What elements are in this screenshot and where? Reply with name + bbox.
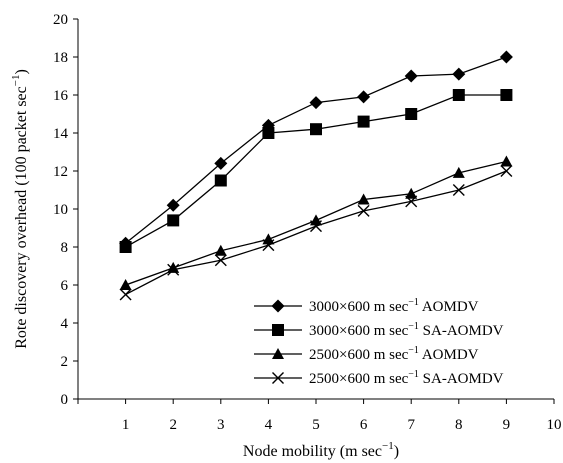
legend-item: 2500×600 m sec−1 SA-AOMDV	[254, 369, 504, 387]
data-point	[357, 90, 371, 104]
x-tick-label: 4	[265, 417, 273, 433]
series-3	[119, 155, 513, 290]
y-tick-label: 20	[53, 12, 68, 28]
legend-label: 2500×600 m sec−1 AOMDV	[309, 345, 479, 363]
data-point	[500, 165, 513, 177]
data-point	[167, 261, 180, 273]
y-tick-label: 8	[61, 240, 69, 256]
y-tick-label: 10	[53, 202, 68, 218]
data-point	[357, 204, 370, 217]
data-point	[310, 214, 322, 226]
data-point	[262, 239, 275, 252]
y-tick-label: 14	[53, 126, 69, 142]
data-point	[405, 187, 418, 199]
data-point	[500, 89, 513, 101]
legend-marker	[272, 372, 284, 384]
data-point	[119, 241, 132, 253]
data-point	[214, 244, 227, 256]
x-tick-label: 8	[455, 417, 463, 433]
data-point	[404, 69, 418, 83]
data-point	[214, 174, 227, 187]
x-tick-label: 6	[360, 417, 368, 433]
data-point	[166, 198, 180, 212]
data-point	[214, 156, 228, 170]
y-tick-label: 16	[53, 88, 69, 104]
y-tick-label: 18	[53, 50, 68, 66]
data-point	[452, 67, 466, 81]
y-tick-label: 2	[61, 354, 69, 370]
data-point	[405, 108, 418, 120]
series-layer	[119, 50, 513, 301]
legend-label: 2500×600 m sec−1 SA-AOMDV	[309, 369, 504, 387]
legend-item: 3000×600 m sec−1 SA-AOMDV	[254, 321, 504, 339]
x-tick-label: 3	[217, 417, 225, 433]
y-tick-label: 4	[61, 316, 69, 332]
legend-marker	[272, 324, 284, 336]
series-2	[119, 89, 513, 253]
data-point	[167, 263, 180, 276]
data-point	[452, 166, 465, 178]
data-point	[405, 195, 418, 208]
data-point	[357, 115, 370, 128]
data-point	[119, 288, 132, 301]
legend-label: 3000×600 m sec−1 AOMDV	[309, 297, 479, 315]
data-point	[262, 127, 275, 139]
series-4	[119, 165, 513, 301]
data-point	[309, 96, 323, 110]
data-point	[452, 184, 465, 196]
y-tick-label: 12	[53, 164, 68, 180]
data-point	[357, 193, 370, 205]
x-tick-label: 5	[312, 417, 320, 433]
x-tick-label: 1	[122, 417, 130, 433]
legend-label: 3000×600 m sec−1 SA-AOMDV	[309, 321, 504, 339]
data-point	[167, 214, 180, 227]
legend-item: 2500×600 m sec−1 AOMDV	[254, 345, 479, 363]
x-tick-label: 9	[503, 417, 511, 433]
data-point	[310, 123, 322, 136]
x-tick-label: 2	[169, 417, 177, 433]
x-tick-label: 7	[407, 417, 415, 433]
data-point	[452, 89, 465, 101]
legend-item: 3000×600 m sec−1 AOMDV	[254, 297, 479, 315]
data-point	[310, 220, 322, 233]
data-point	[119, 279, 132, 290]
series-line	[125, 170, 507, 296]
legend-marker	[271, 299, 285, 313]
x-tick-label: 10	[547, 417, 562, 433]
y-tick-label: 0	[61, 392, 69, 408]
x-axis-title: Node mobility (m sec−1)	[243, 440, 399, 460]
data-point	[214, 254, 227, 267]
y-axis-title: Rote discovery overhead (100 packet sec−…	[10, 69, 30, 349]
data-point	[500, 155, 513, 167]
data-point	[499, 50, 513, 64]
y-tick-label: 6	[61, 278, 69, 294]
legend-marker	[272, 348, 284, 359]
legend: 3000×600 m sec−1 AOMDV 3000×600 m sec−1 S…	[254, 297, 504, 387]
